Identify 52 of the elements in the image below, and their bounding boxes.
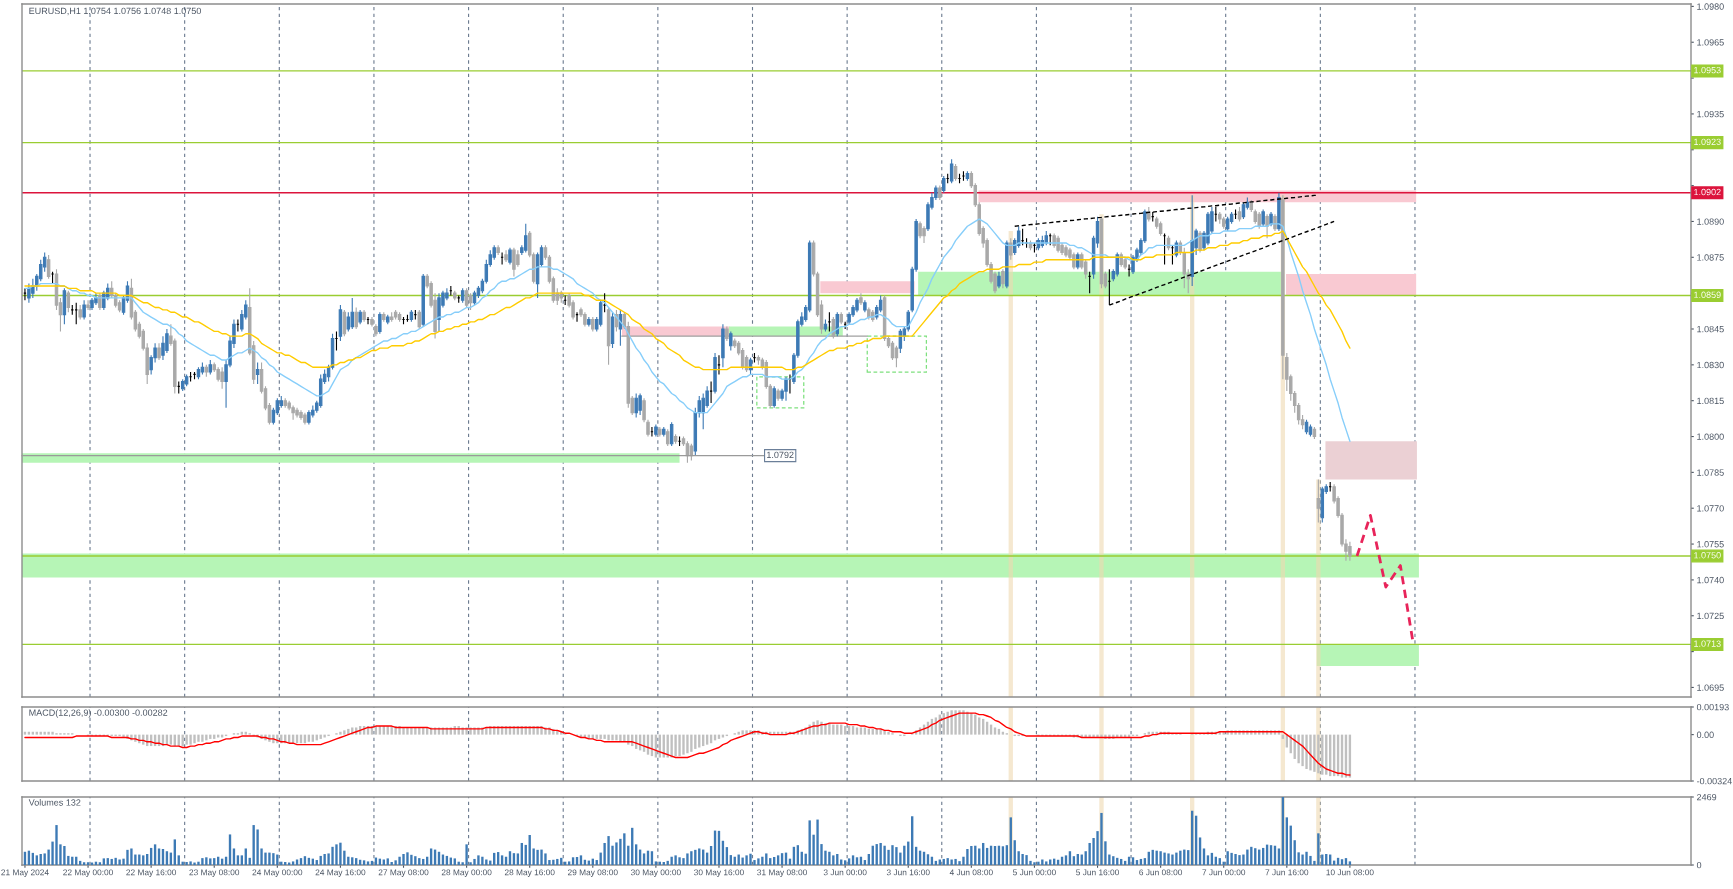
- ref-line-label: 1.0902: [1694, 188, 1721, 196]
- x-tick-label: 4 Jun 08:00: [949, 869, 993, 876]
- y-tick-label: 1.0965: [1697, 39, 1724, 46]
- x-tick-label: 22 May 00:00: [63, 869, 113, 877]
- y-tick-label: 1.0875: [1697, 254, 1724, 261]
- y-tick-label: 0.00: [1696, 731, 1714, 738]
- x-tick-label: 21 May 2024: [1, 869, 49, 877]
- x-tick-label: 30 May 00:00: [630, 869, 681, 877]
- ref-line-label: 1.0750: [1694, 552, 1721, 559]
- y-tick-label: -0.00324: [1696, 777, 1732, 785]
- x-tick-label: 28 May 00:00: [441, 869, 492, 877]
- y-tick-label: 1.0845: [1697, 325, 1724, 333]
- x-tick-label: 22 May 16:00: [126, 869, 177, 877]
- y-tick-label: 1.0740: [1697, 576, 1724, 584]
- y-tick-label: 0.00193: [1696, 703, 1729, 711]
- y-tick-label: 1.0980: [1697, 3, 1724, 10]
- y-tick-label: 1.0815: [1697, 397, 1724, 405]
- y-tick-label: 1.0935: [1697, 110, 1724, 118]
- y-tick-label: 1.0800: [1697, 433, 1724, 440]
- x-tick-label: 5 Jun 16:00: [1076, 869, 1119, 876]
- y-tick-label: 1.0770: [1697, 505, 1724, 512]
- y-tick-label: 0: [1696, 861, 1702, 869]
- x-tick-label: 3 Jun 16:00: [886, 869, 930, 876]
- y-tick-label: 1.0890: [1697, 218, 1724, 225]
- y-tick-label: 1.0755: [1697, 541, 1724, 548]
- x-tick-label: 29 May 08:00: [567, 869, 618, 877]
- x-tick-label: 10 Jun 08:00: [1326, 869, 1374, 876]
- chart-title: Volumes 132: [28, 799, 81, 806]
- y-tick-label: 2469: [1697, 793, 1717, 801]
- x-tick-label: 31 May 08:00: [757, 869, 807, 877]
- x-tick-label: 23 May 08:00: [189, 869, 240, 877]
- x-tick-label: 30 May 16:00: [694, 869, 744, 877]
- ref-line-label: 1.0923: [1694, 138, 1721, 146]
- x-tick-label: 5 Jun 00:00: [1013, 869, 1056, 876]
- x-tick-label: 3 Jun 00:00: [823, 869, 867, 876]
- x-tick-label: 28 May 16:00: [504, 869, 555, 877]
- y-tick-label: 1.0725: [1697, 612, 1724, 620]
- x-tick-label: 27 May 08:00: [378, 869, 429, 877]
- y-tick-label: 1.0695: [1697, 684, 1724, 691]
- y-tick-label: 1.0830: [1697, 361, 1724, 369]
- x-tick-label: 6 Jun 08:00: [1139, 869, 1183, 876]
- chart-title: EURUSD,H1 1.0754 1.0756 1.0748 1.0750: [29, 7, 201, 16]
- ref-line-label: 1.0953: [1694, 66, 1721, 74]
- y-tick-label: 1.0785: [1697, 469, 1724, 476]
- x-tick-label: 24 May 16:00: [315, 869, 366, 877]
- x-tick-label: 7 Jun 00:00: [1202, 869, 1246, 876]
- annotation: 1.0792: [767, 451, 794, 459]
- ref-line-label: 1.0713: [1694, 640, 1721, 647]
- ref-line-label: 1.0859: [1694, 291, 1721, 298]
- chart-title: MACD(12,26,9) -0.00300 -0.00282: [29, 709, 168, 718]
- x-tick-label: 7 Jun 16:00: [1265, 869, 1309, 876]
- x-tick-label: 24 May 00:00: [252, 869, 303, 877]
